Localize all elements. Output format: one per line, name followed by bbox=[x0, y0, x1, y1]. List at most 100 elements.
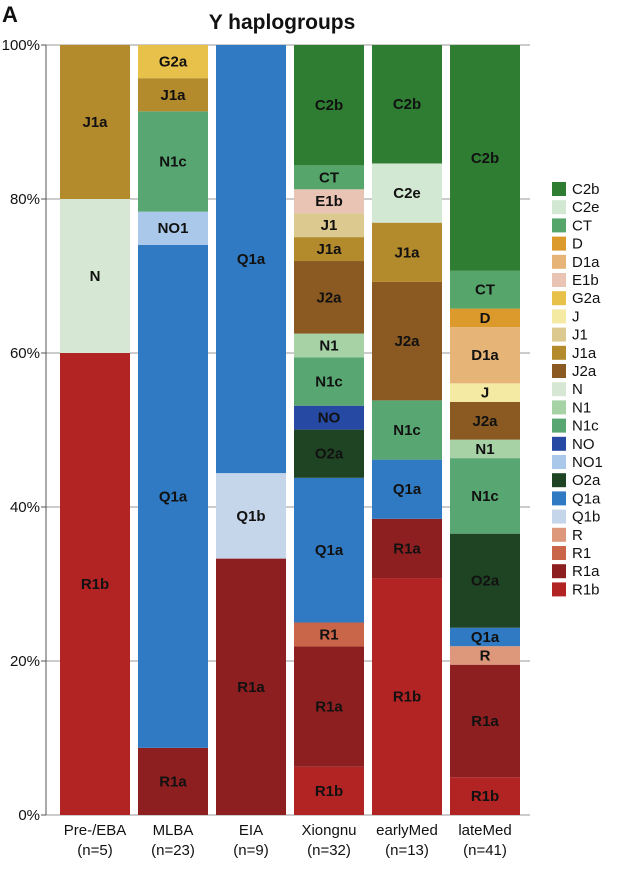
bar-segment bbox=[372, 400, 442, 460]
y-tick-label: 40% bbox=[10, 499, 40, 516]
legend-label: J1 bbox=[572, 327, 588, 344]
segment-label: Q1a bbox=[315, 542, 344, 559]
bar-segment bbox=[138, 45, 208, 79]
bar-segment bbox=[294, 357, 364, 406]
bar-segment bbox=[216, 473, 286, 559]
bar-segment bbox=[450, 327, 520, 384]
legend-swatch bbox=[552, 218, 566, 233]
legend-item-D1a: D1a bbox=[552, 254, 600, 271]
x-tick-label: Pre-/EBA bbox=[64, 822, 127, 839]
bar-segment bbox=[372, 578, 442, 815]
legend-item-O2a: O2a bbox=[552, 472, 601, 489]
bar-segment bbox=[294, 261, 364, 334]
segment-label: J bbox=[481, 385, 489, 402]
bar-segment bbox=[138, 244, 208, 748]
segment-label: R1b bbox=[315, 783, 343, 800]
legend-label: R1 bbox=[572, 545, 591, 562]
x-tick-label: Xiongnu bbox=[301, 822, 356, 839]
bar-segment bbox=[450, 627, 520, 647]
segment-label: C2b bbox=[471, 150, 499, 167]
x-axis: Pre-/EBA (n=5) MLBA (n=23) EIA (n=9) Xiongnu (n… bbox=[64, 822, 512, 859]
bars: R1b N J1a R1a Q1a NO1 N1c J1a G2a R1a Q1b Q1a R1b R1a… bbox=[60, 45, 520, 815]
y-tick-label: 0% bbox=[18, 807, 40, 824]
segment-label: R1b bbox=[393, 689, 421, 706]
legend-label: N1c bbox=[572, 418, 599, 435]
legend-label: R bbox=[572, 527, 583, 544]
bar-segment bbox=[372, 459, 442, 519]
bar-Pre-/EBA: R1b N J1a bbox=[60, 45, 130, 815]
bar-segment bbox=[450, 777, 520, 815]
segment-label: O2a bbox=[315, 446, 344, 463]
legend-swatch bbox=[552, 382, 566, 397]
segment-label: R1b bbox=[81, 576, 109, 593]
bar-segment bbox=[60, 199, 130, 353]
segment-label: NO bbox=[318, 410, 341, 427]
bar-segment bbox=[450, 458, 520, 534]
segment-label: J2a bbox=[394, 333, 420, 350]
legend-swatch bbox=[552, 436, 566, 451]
bar-segment bbox=[294, 429, 364, 478]
legend-label: O2a bbox=[572, 472, 601, 489]
bar-segment bbox=[450, 664, 520, 778]
bar-segment bbox=[138, 111, 208, 212]
segment-label: E1b bbox=[315, 193, 343, 210]
y-axis: 0% 20% 40% 60% 80% 100% bbox=[2, 37, 47, 824]
bar-MLBA: R1a Q1a NO1 N1c J1a G2a bbox=[138, 45, 208, 815]
bar-EIA: R1a Q1b Q1a bbox=[216, 45, 286, 815]
segment-label: J1a bbox=[316, 241, 342, 258]
segment-label: D1a bbox=[471, 347, 499, 364]
segment-label: J2a bbox=[472, 413, 498, 430]
legend-swatch bbox=[552, 527, 566, 542]
legend-swatch bbox=[552, 327, 566, 342]
legend-swatch bbox=[552, 273, 566, 287]
bar-segment bbox=[294, 766, 364, 815]
segment-label: R1a bbox=[315, 699, 343, 716]
legend-label: Q1a bbox=[572, 490, 601, 507]
legend-label: CT bbox=[572, 217, 592, 234]
legend-item-R1: R1 bbox=[552, 545, 591, 562]
legend-label: N1 bbox=[572, 399, 591, 416]
bar-segment bbox=[294, 45, 364, 166]
legend-swatch bbox=[552, 455, 566, 469]
x-tick-sublabel: (n=13) bbox=[385, 842, 429, 859]
segment-label: R1a bbox=[393, 540, 421, 557]
bar-segment bbox=[216, 45, 286, 474]
bar-segment bbox=[450, 646, 520, 665]
legend-swatch bbox=[552, 473, 566, 488]
legend-label: R1a bbox=[572, 563, 600, 580]
legend-item-R1b: R1b bbox=[552, 581, 600, 598]
segment-label: Q1a bbox=[471, 629, 500, 646]
segment-label: N1c bbox=[159, 154, 187, 171]
legend-label: NO bbox=[572, 436, 595, 453]
bar-segment bbox=[294, 622, 364, 647]
x-tick-label: MLBA bbox=[153, 822, 194, 839]
x-tick-sublabel: (n=5) bbox=[77, 842, 112, 859]
y-tick-label: 80% bbox=[10, 191, 40, 208]
legend-swatch bbox=[552, 254, 566, 269]
legend-swatch bbox=[552, 345, 566, 360]
legend-item-C2e: C2e bbox=[552, 199, 600, 216]
legend-swatch bbox=[552, 309, 566, 324]
segment-label: G2a bbox=[159, 54, 188, 71]
bar-segment bbox=[450, 45, 520, 271]
bar-segment bbox=[138, 78, 208, 112]
bar-segment bbox=[294, 237, 364, 262]
legend-label: E1b bbox=[572, 272, 599, 289]
segment-label: J1a bbox=[82, 114, 108, 131]
bar-earlyMed: R1b R1a Q1a N1c J2a J1a C2e C2b bbox=[372, 45, 442, 815]
bar-segment bbox=[372, 281, 442, 401]
bar-segment bbox=[138, 211, 208, 245]
bar-segment bbox=[294, 165, 364, 190]
legend-item-N1: N1 bbox=[552, 399, 591, 416]
legend-item-NO: NO bbox=[552, 436, 595, 453]
x-tick-label: earlyMed bbox=[376, 822, 438, 839]
segment-label: R1b bbox=[471, 788, 499, 805]
y-tick-label: 60% bbox=[10, 345, 40, 362]
legend-item-E1b: E1b bbox=[552, 272, 599, 289]
segment-label: C2b bbox=[315, 97, 343, 114]
segment-label: N1 bbox=[319, 338, 338, 355]
segment-label: R1 bbox=[319, 626, 338, 643]
legend-label: J bbox=[572, 308, 580, 325]
legend-swatch bbox=[552, 182, 566, 196]
bar-segment bbox=[294, 189, 364, 214]
